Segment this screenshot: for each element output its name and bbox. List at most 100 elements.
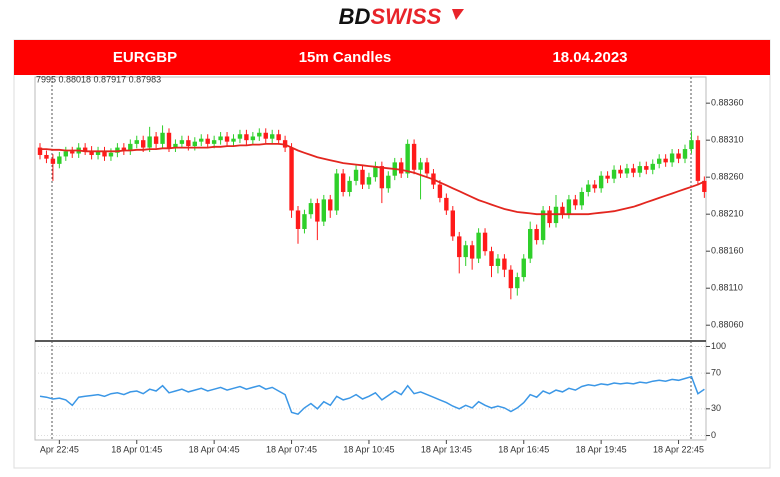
x-tick-label: 18 Apr 10:45 <box>343 444 394 454</box>
timeframe: 15m Candles <box>299 49 392 66</box>
candle-body <box>463 245 468 258</box>
candle-body <box>95 151 101 155</box>
candle-body <box>128 143 133 151</box>
banner: EURGBP 15m Candles 18.04.2023 <box>14 40 770 75</box>
candle-body <box>418 162 423 170</box>
candle-body <box>257 132 262 137</box>
ohlc-readout: 7995 0.88018 0.87917 0.87983 <box>36 74 161 84</box>
candle-body <box>179 140 185 144</box>
candle-body <box>476 232 481 259</box>
y-tick-label: 30 <box>711 403 721 413</box>
indicator-line <box>39 375 705 416</box>
candle-body <box>521 258 526 278</box>
candle-body <box>482 232 488 252</box>
y-tick-label: 0.88060 <box>711 320 744 330</box>
candle-body <box>70 151 75 154</box>
y-tick-label: 0.88210 <box>711 209 744 219</box>
candle-body <box>218 136 223 141</box>
candle-body <box>592 184 597 189</box>
candle-body <box>334 173 339 211</box>
x-tick-label: 18 Apr 19:45 <box>576 444 627 454</box>
candle-body <box>315 203 320 222</box>
candle-body <box>695 140 701 181</box>
candle-body <box>424 162 430 174</box>
candle-body <box>295 210 301 229</box>
candle-body <box>637 166 643 173</box>
x-tick-label: Apr 22:45 <box>40 444 79 454</box>
candle-body <box>237 134 243 139</box>
candle-body <box>657 158 662 164</box>
candle-body <box>82 147 88 151</box>
candle-body <box>676 153 681 159</box>
x-tick-label: 18 Apr 13:45 <box>421 444 472 454</box>
candle-body <box>89 150 94 155</box>
y-tick-label: 0.88260 <box>711 172 744 182</box>
candle-body <box>663 158 668 163</box>
candle-body <box>353 169 359 181</box>
y-tick-label: 100 <box>711 341 726 351</box>
candle-body <box>289 147 294 211</box>
candle-body <box>308 203 314 215</box>
candle-body <box>63 151 68 157</box>
brand-part: SWISS <box>370 4 441 29</box>
candle-body <box>644 166 649 170</box>
candle-body <box>211 140 217 144</box>
candle-body <box>379 166 385 189</box>
candle-body <box>166 132 172 148</box>
y-tick-label: 0.88310 <box>711 135 744 145</box>
candle-body <box>586 184 591 192</box>
candle-body <box>618 169 623 174</box>
outer-frame <box>13 39 771 469</box>
candle-body <box>566 199 572 215</box>
candle-body <box>192 141 197 147</box>
candle-body <box>244 134 249 141</box>
candle-body <box>540 210 546 241</box>
candle-body <box>411 143 417 170</box>
candle-body <box>224 136 230 142</box>
candle-body <box>50 158 56 164</box>
candle-body <box>386 175 391 189</box>
candle-body <box>231 138 236 142</box>
candle-body <box>250 136 256 141</box>
candle-body <box>508 269 514 289</box>
candle-body <box>199 138 204 142</box>
candle-body <box>495 258 501 266</box>
candle-body <box>405 143 410 174</box>
candle-body <box>186 140 191 147</box>
candle-body <box>205 138 210 144</box>
candle-body <box>624 168 630 174</box>
brand-logo: BDSWISS <box>339 4 442 29</box>
candle-body <box>57 156 62 164</box>
logo-mark <box>452 9 464 20</box>
plot-frame <box>34 76 707 441</box>
y-tick-label: 0 <box>711 430 716 440</box>
candle-body <box>276 134 281 141</box>
x-tick-label: 18 Apr 04:45 <box>189 444 240 454</box>
candle-body <box>302 214 307 229</box>
y-tick-label: 0.88110 <box>711 283 743 293</box>
candle-body <box>328 199 333 211</box>
candle-body <box>160 132 165 144</box>
candle-body <box>469 245 475 259</box>
y-tick-label: 70 <box>711 368 721 378</box>
candle-body <box>598 175 604 189</box>
candle-body <box>489 251 494 266</box>
candle-body <box>173 143 178 148</box>
candle-body <box>611 169 617 179</box>
candle-body <box>702 180 707 192</box>
banner-bar <box>14 40 770 75</box>
x-tick-label: 18 Apr 22:45 <box>653 444 704 454</box>
candle-body <box>270 134 275 139</box>
candle-body <box>340 173 346 192</box>
moving-average <box>40 143 705 216</box>
candle-body <box>321 199 326 222</box>
candle-body <box>360 169 365 185</box>
candle-body <box>134 140 139 144</box>
candle-body <box>560 206 565 215</box>
candle-body <box>689 140 694 150</box>
candle-body <box>534 228 539 241</box>
candle-body <box>605 175 610 179</box>
candle-body <box>121 147 127 151</box>
candle-body <box>631 168 636 173</box>
y-tick-label: 0.88160 <box>711 246 744 256</box>
